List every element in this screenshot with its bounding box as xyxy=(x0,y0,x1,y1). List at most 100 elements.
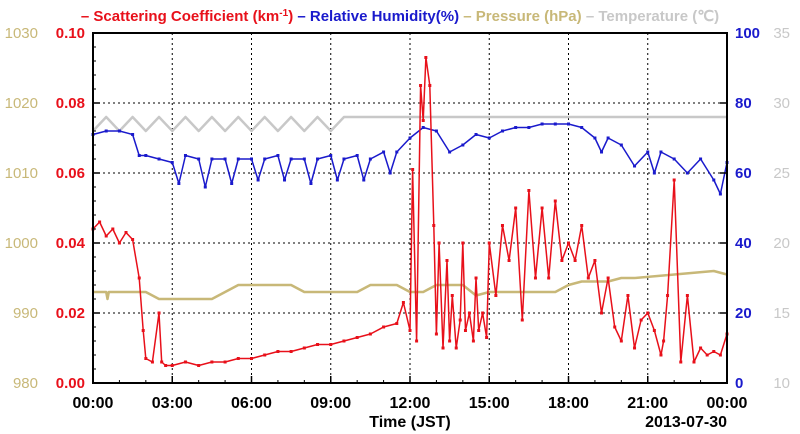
relative-humidity-point xyxy=(434,129,438,133)
relative-humidity-point xyxy=(368,157,372,161)
relative-humidity-point xyxy=(197,157,201,161)
legend-dash: – xyxy=(293,8,310,25)
scattering-coefficient-point xyxy=(573,259,577,262)
temperature-tick-label: 30 xyxy=(773,95,790,112)
scattering-coefficient-point xyxy=(485,336,489,339)
scattering-coefficient-point xyxy=(210,360,214,364)
scattering-coefficient-point xyxy=(223,360,227,364)
scattering-coefficient-point xyxy=(494,294,498,297)
pressure-line xyxy=(93,269,728,301)
relative-humidity-point xyxy=(342,157,346,161)
temperature-tick-label: 15 xyxy=(773,305,790,322)
relative-humidity-point xyxy=(514,126,518,129)
scattering-coefficient-point xyxy=(137,276,141,280)
scattering-coefficient-point xyxy=(276,350,280,353)
x-tick-label: 09:00 xyxy=(310,395,351,412)
relative-humidity-point xyxy=(170,161,174,164)
scattering-coefficient-point xyxy=(401,301,405,304)
scattering-coefficient-point xyxy=(421,119,425,122)
scattering-coefficient-point xyxy=(613,325,617,329)
relative-humidity-point xyxy=(117,129,121,133)
scattering-coefficient-point xyxy=(183,360,187,364)
temperature-tick-label: 20 xyxy=(773,235,790,252)
scattering-coefficient-point xyxy=(514,206,518,210)
relative-humidity-point xyxy=(600,150,604,154)
relative-humidity-point xyxy=(309,182,313,185)
x-tick-label: 12:00 xyxy=(390,395,431,412)
relative-humidity-point xyxy=(316,157,320,161)
relative-humidity-point xyxy=(276,154,280,157)
legend-dash: – xyxy=(582,8,599,25)
scattering-coefficient-point xyxy=(540,206,544,210)
pressure-tick-label: 1010 xyxy=(5,165,38,182)
scattering-coefficient-point xyxy=(662,339,666,343)
relative-humidity-point xyxy=(474,133,478,136)
scattering-coefficient-point xyxy=(718,353,722,357)
scattering-tick-label: 0.06 xyxy=(56,165,85,182)
temperature-tick-label: 25 xyxy=(773,165,790,182)
relative-humidity-point xyxy=(659,150,663,154)
scattering-coefficient-point xyxy=(586,276,590,280)
scattering-coefficient-point xyxy=(626,294,630,297)
scattering-coefficient-point xyxy=(428,84,432,87)
relative-humidity-point xyxy=(421,126,425,129)
relative-humidity-point xyxy=(593,136,597,140)
scattering-coefficient-point xyxy=(547,276,551,280)
relative-humidity-point xyxy=(203,185,207,189)
relative-humidity-point xyxy=(553,122,557,126)
scattering-coefficient-point xyxy=(342,339,346,343)
relative-humidity-point xyxy=(223,157,227,161)
x-tick-label: 00:00 xyxy=(73,395,114,412)
scattering-coefficient-point xyxy=(150,360,154,364)
scattering-coefficient-point xyxy=(441,346,445,350)
relative-humidity-point xyxy=(527,126,531,129)
scattering-coefficient-point xyxy=(454,346,458,350)
scattering-coefficient-point xyxy=(560,259,564,262)
relative-humidity-point xyxy=(500,129,504,133)
scattering-coefficient-point xyxy=(236,357,240,360)
scattering-coefficient-point xyxy=(419,84,423,87)
relative-humidity-point xyxy=(388,171,392,175)
scattering-coefficient-point xyxy=(316,343,320,346)
scattering-coefficient-point xyxy=(705,353,709,357)
scattering-coefficient-point xyxy=(471,339,475,343)
x-tick-label: 21:00 xyxy=(627,395,668,412)
scattering-coefficient-point xyxy=(646,311,650,315)
relative-humidity-point xyxy=(699,157,703,161)
relative-humidity-point xyxy=(362,178,366,182)
legend-item: Pressure (hPa) xyxy=(476,8,582,25)
relative-humidity-point xyxy=(157,157,161,161)
pressure-tick-label: 1020 xyxy=(5,95,38,112)
scattering-tick-label: 0.04 xyxy=(56,235,86,252)
scattering-coefficient-point xyxy=(659,353,663,357)
legend-item: Temperature (℃) xyxy=(598,8,719,25)
relative-humidity-point xyxy=(408,136,412,140)
x-tick-label: 00:00 xyxy=(707,395,748,412)
legend-item: Relative Humidity(%) xyxy=(310,8,459,25)
relative-humidity-point xyxy=(104,129,108,133)
scattering-coefficient-point xyxy=(580,224,584,227)
scattering-coefficient-point xyxy=(382,325,386,329)
legend-item-tail: ) xyxy=(288,8,293,25)
scattering-coefficient-point xyxy=(458,318,462,322)
relative-humidity-point xyxy=(540,122,544,126)
humidity-tick-label: 100 xyxy=(735,25,760,42)
relative-humidity-point xyxy=(144,154,148,157)
x-axis-label: Time (JST) xyxy=(369,414,451,431)
humidity-tick-label: 80 xyxy=(735,95,752,112)
scattering-coefficient-point xyxy=(500,224,504,227)
scattering-coefficient-point xyxy=(633,346,637,350)
legend-superscript: -1 xyxy=(279,8,288,19)
scattering-coefficient-point xyxy=(639,318,643,322)
scattering-coefficient-point xyxy=(507,259,511,262)
relative-humidity-point xyxy=(137,154,141,157)
relative-humidity-point xyxy=(183,154,187,157)
scattering-coefficient-point xyxy=(463,329,467,332)
scattering-coefficient-point xyxy=(692,360,696,364)
scattering-coefficient-point xyxy=(527,189,531,192)
scattering-coefficient-point xyxy=(685,294,689,297)
relative-humidity-point xyxy=(382,150,386,154)
relative-humidity-point xyxy=(685,171,689,175)
pressure-tick-label: 1000 xyxy=(5,235,38,252)
